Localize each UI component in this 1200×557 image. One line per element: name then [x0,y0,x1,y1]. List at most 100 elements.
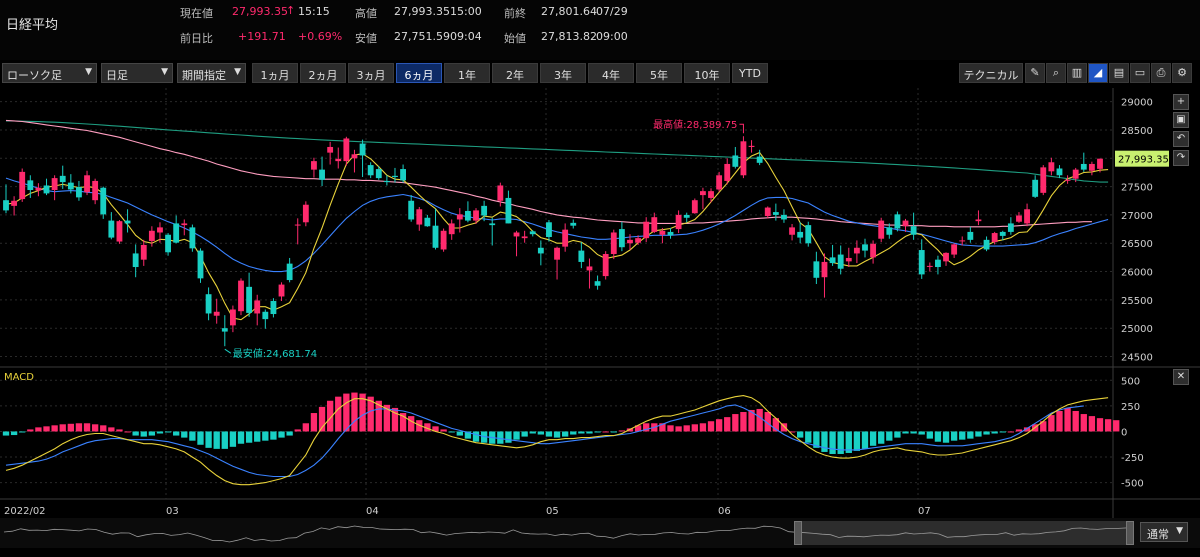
low-time: 09:04 [450,30,482,43]
candle-body [627,239,633,244]
folder-icon[interactable]: ▭ [1130,63,1150,83]
macd-bar [748,409,755,432]
pen-icon[interactable]: ✎ [1025,63,1045,83]
navigator-selection [802,521,1126,545]
undo-icon[interactable]: ↶ [1173,131,1189,147]
open-label: 始値 [504,32,526,45]
candle-body [359,143,366,156]
candle-body [910,226,917,235]
zoom-in-icon[interactable]: + [1173,94,1189,110]
chart-type-select[interactable]: ローソク足 ▼ [2,63,97,83]
candle-body [853,247,860,254]
macd-bar [967,431,974,439]
macd-bar [659,423,666,432]
x-tick-label: 03 [166,506,179,517]
range-button[interactable]: 2ヵ月 [300,63,346,83]
macd-bar [1096,418,1104,432]
ma-long-line [5,119,1092,228]
macd-bar [67,423,74,432]
macd-bar [83,423,91,432]
macd-bar [59,424,66,432]
macd-bar [270,431,277,440]
macd-bar [43,426,50,432]
candle-body [821,261,828,278]
candle-body [716,175,723,190]
area-chart-icon[interactable]: ◢ [1088,63,1108,83]
lock-icon[interactable]: ▣ [1173,112,1189,128]
macd-bar [618,430,626,432]
macd-bar [691,424,698,432]
candle-body [756,156,763,163]
navigator-left-handle[interactable] [794,521,802,545]
macd-bar [91,424,99,432]
zoom-icon[interactable]: ⌕ [1046,63,1066,83]
period-value: 日足 [106,69,128,82]
macd-bar [505,431,512,443]
candle-body [708,191,714,198]
macd-bar [829,431,836,454]
candle-body [294,224,301,226]
technical-button[interactable]: テクニカル [959,63,1023,83]
candle-body [351,154,358,159]
high-time: 15:00 [450,5,482,18]
candle-body [878,220,885,239]
range-button[interactable]: 3ヵ月 [348,63,394,83]
range-button[interactable]: 1ヵ月 [252,63,298,83]
range-navigator[interactable] [0,518,1200,548]
candle-body [1072,169,1079,179]
range-button[interactable]: YTD [732,63,768,83]
range-button[interactable]: 1年 [444,63,490,83]
macd-bar [408,416,415,432]
macd-bar [448,431,455,433]
macd-tick-label: 250 [1121,402,1140,413]
period-select[interactable]: 日足 ▼ [101,63,173,83]
chart-area[interactable]: 2900028500280002750027000265002600025500… [0,88,1200,518]
macd-bar [359,393,366,432]
close-macd-icon[interactable]: ✕ [1173,369,1189,385]
macd-bar [634,425,642,432]
candle-body [1048,162,1055,172]
navigator-right-handle[interactable] [1126,521,1134,545]
macd-bar [942,431,950,443]
range-button[interactable]: 4年 [588,63,634,83]
candle-body [918,250,925,275]
settings-icon[interactable]: ⚙ [1172,63,1192,83]
range-button[interactable]: 2年 [492,63,538,83]
candle-body [140,244,147,260]
x-tick-label: 04 [366,506,379,517]
redo-icon[interactable]: ↷ [1173,150,1189,166]
candlestick-icon[interactable]: ▥ [1067,63,1087,83]
change-percent: +0.69% [298,30,343,43]
candle-body [805,225,812,244]
range-button[interactable]: 3年 [540,63,586,83]
ma-xlong-line [5,120,1109,183]
range-button[interactable]: 6ヵ月 [396,63,442,83]
range-mode-select[interactable]: 期間指定 ▼ [177,63,246,83]
macd-bar [310,413,318,432]
candle-body [546,222,552,238]
navigator-line [3,525,1132,543]
macd-bar [991,431,998,434]
macd-bar [675,426,682,432]
candle-body [943,252,949,262]
macd-bar [302,423,309,432]
macd-bar [335,396,342,432]
macd-tick-label: -250 [1121,453,1144,464]
candle-body [238,280,244,312]
navigator-mode-select[interactable]: 通常 ▼ [1140,522,1188,542]
macd-bar [221,431,228,449]
candle-body [456,214,463,220]
macd-bar [578,431,585,434]
macd-bar [950,431,958,441]
macd-tick-label: 500 [1121,376,1140,387]
range-button[interactable]: 5年 [636,63,682,83]
save-icon[interactable]: ▤ [1109,63,1129,83]
range-button[interactable]: 10年 [684,63,730,83]
macd-bar [1072,410,1079,432]
y-tick-label: 29000 [1121,98,1153,109]
print-icon[interactable]: ⎙ [1151,63,1171,83]
current-price-badge [1115,150,1169,167]
candle-body [286,263,293,281]
open-value: 27,813.82 [541,30,597,43]
macd-bar [780,423,788,432]
